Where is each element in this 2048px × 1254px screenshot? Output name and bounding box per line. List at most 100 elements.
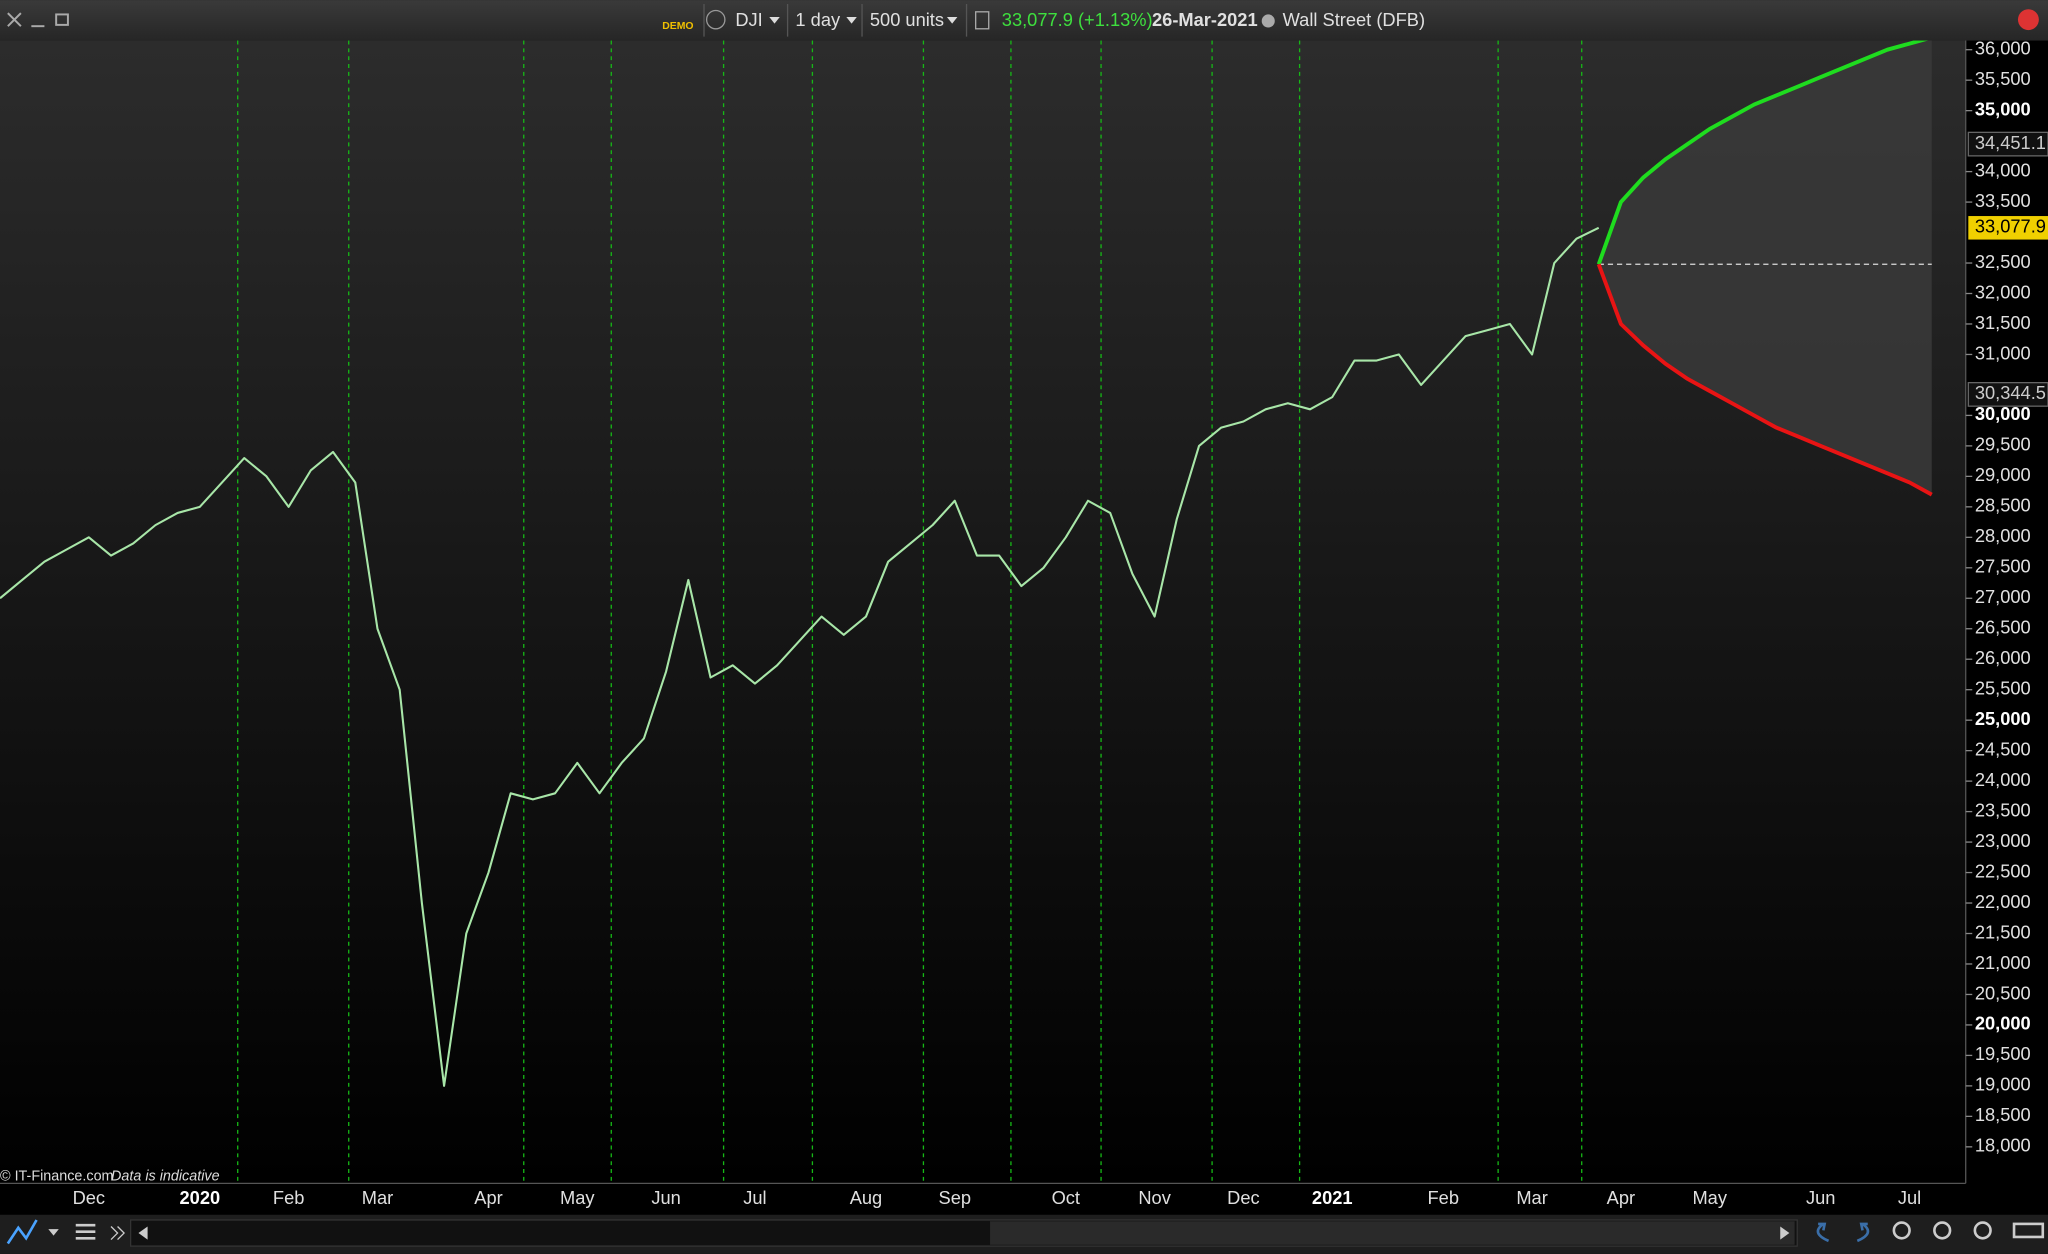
x-tick-label: Jun	[651, 1187, 680, 1208]
draw-tool[interactable]	[6, 1219, 38, 1245]
price-date: 26-Mar-2021	[1152, 9, 1258, 30]
y-tick-label: 35,000	[1975, 98, 2031, 119]
x-axis-area	[0, 1183, 2048, 1215]
info-icon[interactable]	[975, 11, 990, 30]
dropdown-arrow[interactable]	[946, 17, 958, 24]
y-tick-label: 26,500	[1975, 617, 2031, 638]
zoom-tools	[1892, 1221, 2045, 1240]
restore-button[interactable]	[55, 13, 69, 26]
redo-button[interactable]	[1856, 1222, 1870, 1243]
market-name: Wall Street (DFB)	[1283, 9, 1425, 30]
y-tick-label: 25,000	[1975, 708, 2031, 729]
y-tick-label: 22,000	[1975, 891, 2031, 912]
y-tick-label: 32,000	[1975, 281, 2031, 302]
demo-badge[interactable]: DEMO	[662, 21, 693, 32]
forecast-area	[1598, 40, 1932, 495]
y-tick-label: 21,500	[1975, 921, 2031, 942]
symbol-select[interactable]: DJI	[735, 9, 762, 30]
price-marker-label: 30,344.5	[1975, 382, 2046, 403]
x-tick-label: May	[560, 1187, 595, 1208]
y-tick-label: 28,500	[1975, 495, 2031, 516]
dropdown-arrow[interactable]	[769, 17, 780, 24]
forecast-bound	[1596, 40, 1929, 265]
y-tick-label: 18,500	[1975, 1104, 2031, 1125]
y-tick-label: 28,000	[1975, 525, 2031, 546]
menu-button[interactable]	[75, 1223, 96, 1240]
x-tick-label: Feb	[1428, 1187, 1459, 1208]
disclaimer: Data is indicative	[111, 1169, 220, 1185]
scroll-right[interactable]	[1780, 1226, 1790, 1240]
zoom-fit[interactable]	[1892, 1221, 1911, 1240]
x-tick-label: Sep	[939, 1187, 972, 1208]
x-tick-label: Nov	[1138, 1187, 1171, 1208]
y-tick-label: 24,500	[1975, 738, 2031, 759]
x-tick-label: Mar	[362, 1187, 393, 1208]
y-tick-label: 23,500	[1975, 799, 2031, 820]
y-tick-label: 23,000	[1975, 830, 2031, 851]
plot	[0, 40, 1933, 1087]
y-tick-label: 31,000	[1975, 342, 2031, 363]
zoom-out[interactable]	[1933, 1221, 1952, 1240]
event-lines	[237, 40, 1583, 1184]
y-tick-label: 27,000	[1975, 586, 2031, 607]
y-tick-label: 27,500	[1975, 556, 2031, 577]
y-tick-label: 30,000	[1975, 403, 2031, 424]
x-tick-label: Jul	[743, 1187, 766, 1208]
price-line	[0, 226, 1600, 1087]
x-tick-label: 2021	[1312, 1187, 1353, 1208]
scroll-left[interactable]	[138, 1226, 148, 1240]
sync-icon[interactable]	[2017, 9, 2039, 31]
copyright: © IT-Finance.com	[0, 1169, 114, 1185]
x-tick-label: May	[1692, 1187, 1727, 1208]
forecast-bound	[1596, 263, 1933, 497]
window-controls	[7, 12, 69, 28]
price-marker-label: 34,451.1	[1975, 132, 2046, 153]
x-tick-label: Jun	[1806, 1187, 1835, 1208]
close-button[interactable]	[7, 12, 22, 27]
y-tick-label: 18,000	[1975, 1135, 2031, 1156]
x-tick-label: Mar	[1516, 1187, 1547, 1208]
undo-button[interactable]	[1816, 1222, 1830, 1243]
x-tick-label: Feb	[273, 1187, 304, 1208]
y-tick-label: 19,500	[1975, 1043, 2031, 1064]
zoom-in[interactable]	[1973, 1221, 1992, 1240]
interval-select[interactable]: 1 day	[795, 9, 841, 30]
axis: 18,000 18,500 19,000 19,500 20,000 20,500 21,0…	[73, 38, 2048, 1208]
y-tick-label: 29,500	[1975, 434, 2031, 455]
x-tick-label: 2020	[180, 1187, 221, 1208]
y-tick-label: 29,000	[1975, 464, 2031, 485]
y-tick-label: 36,000	[1975, 38, 2031, 59]
y-tick-label: 20,500	[1975, 982, 2031, 1003]
y-tick-label: 33,500	[1975, 190, 2031, 211]
toolbar	[0, 0, 2048, 41]
y-tick-label: 34,000	[1975, 159, 2031, 180]
x-tick-label: Apr	[474, 1187, 502, 1208]
keyboard-button[interactable]	[2012, 1222, 2045, 1239]
market-status	[1261, 14, 1275, 28]
y-tick-label: 31,500	[1975, 312, 2031, 333]
y-tick-label: 35,500	[1975, 68, 2031, 89]
y-tick-label: 20,000	[1975, 1013, 2031, 1034]
dropdown-arrow[interactable]	[48, 1229, 59, 1236]
x-tick-label: Aug	[850, 1187, 883, 1208]
y-tick-label: 19,000	[1975, 1074, 2031, 1095]
x-tick-label: Dec	[73, 1187, 105, 1208]
y-tick-label: 24,000	[1975, 769, 2031, 790]
y-tick-label: 21,000	[1975, 952, 2031, 973]
x-tick-label: Apr	[1607, 1187, 1635, 1208]
x-tick-label: Oct	[1052, 1187, 1080, 1208]
expand-button[interactable]	[110, 1226, 126, 1241]
y-tick-label: 25,500	[1975, 678, 2031, 699]
size-select[interactable]: 500 units	[870, 9, 944, 30]
x-tick-label: Dec	[1227, 1187, 1259, 1208]
x-tick-label: Jul	[1898, 1187, 1921, 1208]
dropdown-arrow[interactable]	[846, 17, 857, 24]
scroll-thumb[interactable]	[990, 1221, 1795, 1245]
link-icon[interactable]	[705, 9, 726, 30]
y-tick-label: 26,000	[1975, 647, 2031, 668]
price-change: 33,077.9 (+1.13%)	[1002, 9, 1153, 30]
price-marker-label: 33,077.9	[1975, 216, 2046, 237]
y-tick-label: 22,500	[1975, 860, 2031, 881]
